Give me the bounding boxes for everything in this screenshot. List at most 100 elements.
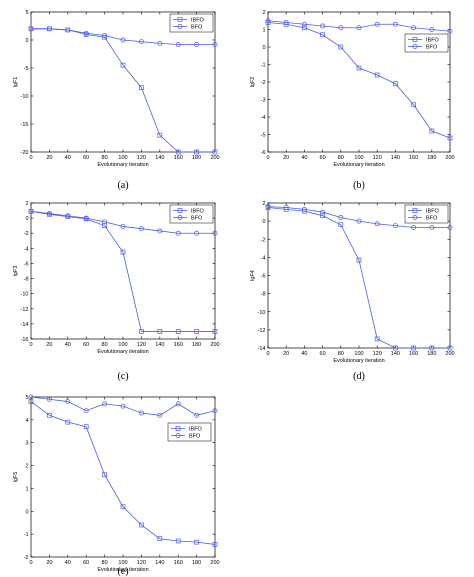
chart-5-legend-label-bfo: BFO [189, 434, 201, 440]
chart-1-x-tick-label: 100 [118, 155, 127, 161]
chart-3-y-axis-label: lgF3 [13, 266, 19, 277]
chart-2-x-tick-label: 40 [301, 155, 307, 161]
chart-2-series-ibfo-point [411, 102, 416, 108]
chart-2-legend-marker-ibfo [412, 37, 418, 42]
chart-4-series-bfo-line [267, 206, 450, 228]
chart-5-panel-label: (e) [117, 566, 128, 577]
chart-3-series-ibfo-line [30, 210, 215, 332]
chart-2-y-tick-label: -4 [261, 115, 266, 121]
chart-3-y-tick-label: 2 [25, 201, 28, 207]
chart-2-x-tick-label: 160 [409, 155, 418, 161]
chart-1-x-tick-label: 20 [46, 155, 52, 161]
chart-2-series-ibfo-point [429, 128, 435, 134]
chart-2-series-bfo-point [447, 28, 453, 34]
chart-5-legend-marker-ibfo [175, 426, 181, 431]
chart-1-series-bfo-point [120, 37, 126, 43]
chart-1-axes-frame [30, 11, 216, 153]
chart-4-y-tick-label: -12 [258, 328, 266, 334]
chart-1-y-tick-label: 5 [25, 10, 28, 16]
chart-3-series-ibfo-point [175, 329, 181, 334]
chart-1-series-ibfo-point [212, 149, 218, 155]
chart-1-series-ibfo-point [194, 149, 199, 155]
chart-2-legend-marker-bfo [412, 44, 418, 49]
chart-2-legend-label-bfo: BFO [426, 45, 438, 51]
chart-1-series-bfo-point [65, 27, 71, 33]
chart-5-series-ibfo-point [28, 399, 34, 404]
chart-3-y-tick-label: -2 [24, 231, 29, 237]
chart-5-y-tick-label: 2 [25, 464, 28, 470]
chart-5-series-ibfo-point [139, 522, 144, 528]
chart-2-series-ibfo-line [267, 22, 451, 139]
chart-3-x-tick-label: 120 [137, 342, 146, 348]
chart-2-y-tick-label: -2 [261, 80, 266, 86]
chart-3-series-bfo-point [46, 211, 52, 217]
chart-4-x-tick-label: 0 [266, 351, 269, 357]
chart-1-series-bfo-point [138, 39, 144, 45]
chart-5-series-ibfo-point [175, 538, 181, 544]
chart-4-series-ibfo-point [356, 257, 362, 263]
chart-5-series-ibfo-point [65, 419, 71, 425]
chart-4-x-tick-label: 40 [301, 351, 307, 357]
chart-3-series-bfo-point [120, 223, 126, 229]
chart-3-x-axis-label: Evolutionary iteration [97, 349, 148, 355]
chart-5-axes-frame [30, 396, 216, 558]
chart-5-x-axis-label: Evolutionary iteration [97, 567, 148, 573]
chart-1-legend-label-ibfo: IBFO [191, 18, 205, 24]
chart-1-series-ibfo-point [157, 132, 163, 138]
chart-1-y-tick-label: -5 [24, 66, 29, 72]
chart-5-series-bfo-point [102, 401, 108, 407]
chart-2-series-ibfo-point [302, 25, 307, 31]
chart-5-y-tick-label: 3 [25, 441, 28, 447]
chart-1-series-ibfo-point [175, 149, 181, 155]
chart-1-x-tick-label: 140 [155, 155, 164, 161]
chart-2-series-ibfo-point [338, 44, 344, 50]
chart-5-x-tick-label: 40 [65, 560, 71, 566]
chart-2-series-bfo-point [411, 25, 417, 31]
chart-3-x-tick-label: 20 [46, 342, 52, 348]
chart-2-y-tick-label: -1 [261, 63, 266, 69]
chart-2-series-ibfo-point [265, 20, 271, 25]
chart-4-series-ibfo-point [429, 345, 435, 351]
chart-3-x-tick-label: 180 [192, 342, 201, 348]
chart-2-axes-frame [267, 11, 451, 153]
chart-5-series-bfo-point [138, 410, 144, 416]
chart-5-series-bfo-point [83, 408, 89, 414]
chart-4-legend-box [404, 204, 449, 224]
chart-5-x-tick-label: 60 [83, 560, 89, 566]
chart-5-x-tick-label: 140 [155, 560, 164, 566]
chart-3-series-bfo-point [83, 215, 89, 221]
chart-2-x-tick-label: 120 [373, 155, 382, 161]
chart-2-y-tick-label: -3 [261, 98, 266, 104]
chart-3-panel-label: (c) [117, 371, 128, 382]
chart-1-y-tick-label: -10 [21, 94, 29, 100]
chart-3-x-tick-label: 80 [102, 342, 108, 348]
chart-4-x-tick-label: 200 [445, 351, 454, 357]
chart-3-legend-marker-bfo [177, 215, 183, 220]
chart-2-series-ibfo-point [320, 32, 325, 38]
chart-5-y-tick-label: 0 [25, 509, 28, 515]
chart-3-y-tick-label: -14 [21, 322, 29, 328]
chart-4-y-tick-label: 2 [262, 201, 265, 207]
chart-4-series-bfo-point [429, 225, 435, 230]
chart-2-series-bfo-line [267, 20, 451, 32]
chart-2-x-tick-label: 20 [283, 155, 289, 161]
chart-5-series-bfo-point [120, 403, 126, 409]
chart-3-x-tick-label: 100 [118, 342, 127, 348]
chart-3-y-tick-label: -6 [24, 261, 29, 267]
chart-3-y-tick-label: 0 [25, 216, 28, 222]
chart-5-legend-label-ibfo: IBFO [189, 427, 203, 433]
chart-1-series-bfo-point [83, 30, 89, 36]
chart-3-y-tick-label: -12 [21, 307, 29, 313]
chart-1-legend-label-bfo: BFO [191, 25, 203, 31]
chart-2-series-ibfo-point [447, 135, 453, 141]
chart-5-x-tick-label: 120 [137, 560, 146, 566]
chart-3-y-tick-label: -10 [21, 292, 29, 298]
chart-1-x-tick-label: 160 [174, 155, 183, 161]
chart-4-legend-marker-bfo [412, 215, 418, 220]
chart-3-y-tick-label: -4 [24, 246, 29, 252]
chart-2-series-bfo-point [338, 25, 344, 31]
chart-3-legend-label-bfo: BFO [191, 216, 203, 222]
chart-4-axes-frame [267, 202, 451, 349]
chart-2-series-bfo-point [265, 18, 271, 24]
chart-3-x-tick-label: 140 [155, 342, 164, 348]
